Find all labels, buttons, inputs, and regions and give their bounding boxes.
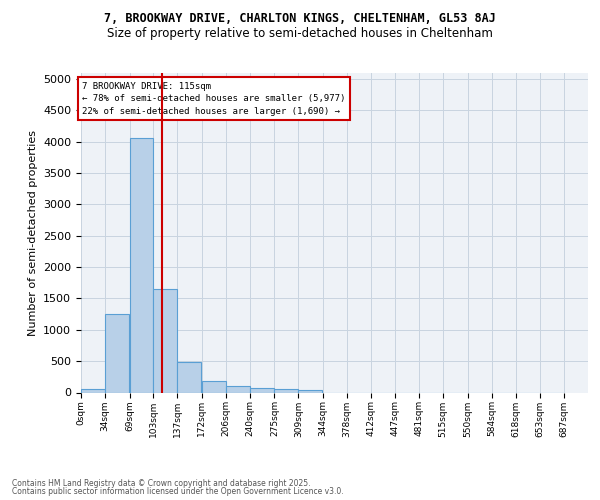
Bar <box>226 386 250 392</box>
Text: Contains HM Land Registry data © Crown copyright and database right 2025.: Contains HM Land Registry data © Crown c… <box>12 478 311 488</box>
Y-axis label: Number of semi-detached properties: Number of semi-detached properties <box>28 130 38 336</box>
Text: 7 BROOKWAY DRIVE: 115sqm
← 78% of semi-detached houses are smaller (5,977)
22% o: 7 BROOKWAY DRIVE: 115sqm ← 78% of semi-d… <box>82 82 346 116</box>
Bar <box>154 289 178 393</box>
Bar <box>105 314 129 392</box>
Bar <box>81 390 105 392</box>
Bar <box>178 362 201 392</box>
Text: Contains public sector information licensed under the Open Government Licence v3: Contains public sector information licen… <box>12 487 344 496</box>
Bar <box>130 138 154 392</box>
Bar <box>250 388 274 392</box>
Text: 7, BROOKWAY DRIVE, CHARLTON KINGS, CHELTENHAM, GL53 8AJ: 7, BROOKWAY DRIVE, CHARLTON KINGS, CHELT… <box>104 12 496 26</box>
Bar <box>202 381 226 392</box>
Bar <box>274 388 298 392</box>
Text: Size of property relative to semi-detached houses in Cheltenham: Size of property relative to semi-detach… <box>107 28 493 40</box>
Bar <box>298 390 322 392</box>
